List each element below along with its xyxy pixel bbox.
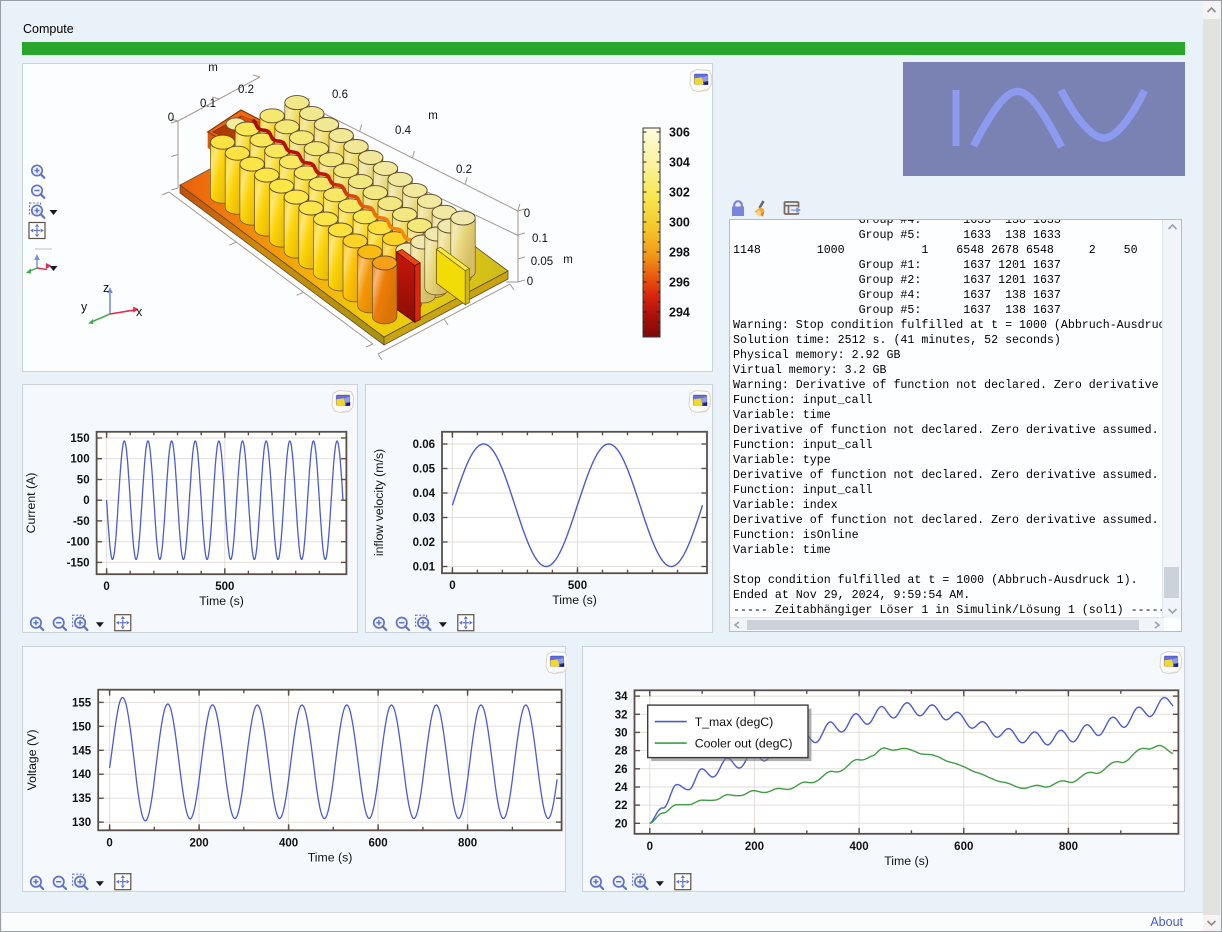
svg-text:Cooler out (degC): Cooler out (degC) bbox=[695, 737, 793, 751]
svg-text:z: z bbox=[103, 281, 109, 295]
svg-text:400: 400 bbox=[850, 841, 869, 853]
svg-text:150: 150 bbox=[70, 433, 89, 445]
svg-text:-150: -150 bbox=[67, 557, 90, 569]
svg-text:100: 100 bbox=[70, 454, 89, 466]
svg-text:0: 0 bbox=[647, 841, 653, 853]
svg-text:0: 0 bbox=[449, 580, 455, 592]
svg-text:0.05: 0.05 bbox=[413, 464, 436, 476]
svg-text:200: 200 bbox=[190, 837, 209, 849]
svg-text:Time (s): Time (s) bbox=[552, 593, 597, 607]
svg-text:32: 32 bbox=[615, 709, 628, 721]
svg-text:500: 500 bbox=[215, 581, 234, 593]
svg-text:0.1: 0.1 bbox=[200, 98, 216, 110]
svg-text:y: y bbox=[81, 300, 88, 314]
svg-text:0.02: 0.02 bbox=[413, 537, 435, 549]
svg-text:Time (s): Time (s) bbox=[884, 854, 929, 868]
svg-text:600: 600 bbox=[954, 841, 973, 853]
svg-text:0.03: 0.03 bbox=[413, 513, 435, 525]
svg-text:0.6: 0.6 bbox=[332, 89, 348, 101]
svg-text:0: 0 bbox=[524, 208, 530, 220]
svg-text:30: 30 bbox=[615, 727, 628, 739]
svg-text:200: 200 bbox=[745, 841, 764, 853]
svg-text:20: 20 bbox=[615, 818, 628, 830]
svg-text:0.4: 0.4 bbox=[395, 125, 412, 137]
svg-text:-100: -100 bbox=[67, 537, 90, 549]
svg-text:28: 28 bbox=[615, 746, 628, 758]
svg-text:inflow velocity (m/s): inflow velocity (m/s) bbox=[372, 449, 386, 556]
svg-text:0.2: 0.2 bbox=[238, 84, 254, 96]
svg-text:m: m bbox=[563, 254, 573, 266]
svg-text:800: 800 bbox=[458, 837, 477, 849]
svg-text:500: 500 bbox=[568, 580, 587, 592]
svg-text:Time (s): Time (s) bbox=[199, 594, 244, 608]
svg-text:0: 0 bbox=[103, 581, 109, 593]
svg-text:Current (A): Current (A) bbox=[24, 473, 38, 534]
svg-text:600: 600 bbox=[369, 837, 388, 849]
svg-text:-50: -50 bbox=[73, 516, 90, 528]
svg-text:50: 50 bbox=[77, 474, 90, 486]
svg-text:135: 135 bbox=[72, 793, 92, 805]
svg-text:800: 800 bbox=[1059, 841, 1078, 853]
svg-text:Time (s): Time (s) bbox=[308, 850, 353, 864]
svg-text:0.06: 0.06 bbox=[413, 439, 435, 451]
svg-text:304: 304 bbox=[669, 156, 690, 170]
svg-text:298: 298 bbox=[669, 246, 690, 260]
svg-text:0.1: 0.1 bbox=[532, 233, 548, 245]
svg-text:0.04: 0.04 bbox=[413, 488, 436, 500]
svg-text:Voltage (V): Voltage (V) bbox=[25, 730, 39, 791]
svg-text:0.2: 0.2 bbox=[456, 164, 472, 176]
svg-text:T_max (degC): T_max (degC) bbox=[695, 715, 774, 729]
svg-text:0: 0 bbox=[83, 495, 89, 507]
svg-text:155: 155 bbox=[72, 697, 92, 709]
svg-text:145: 145 bbox=[72, 745, 92, 757]
svg-text:26: 26 bbox=[615, 764, 628, 776]
svg-text:130: 130 bbox=[72, 817, 91, 829]
svg-text:0: 0 bbox=[168, 112, 174, 124]
svg-text:m: m bbox=[428, 110, 438, 122]
svg-text:400: 400 bbox=[279, 837, 298, 849]
svg-text:294: 294 bbox=[669, 306, 690, 320]
svg-text:0: 0 bbox=[527, 276, 533, 288]
svg-text:34: 34 bbox=[615, 691, 628, 703]
svg-text:0.05: 0.05 bbox=[531, 256, 553, 268]
svg-text:300: 300 bbox=[669, 216, 690, 230]
svg-text:296: 296 bbox=[669, 276, 690, 290]
svg-text:0: 0 bbox=[106, 837, 112, 849]
svg-text:0.01: 0.01 bbox=[413, 562, 436, 574]
svg-text:m: m bbox=[208, 64, 218, 74]
svg-text:302: 302 bbox=[669, 186, 690, 200]
svg-text:24: 24 bbox=[615, 782, 628, 794]
svg-text:22: 22 bbox=[615, 800, 628, 812]
svg-text:150: 150 bbox=[72, 721, 91, 733]
svg-text:x: x bbox=[136, 305, 143, 319]
svg-text:140: 140 bbox=[72, 769, 91, 781]
svg-text:306: 306 bbox=[669, 126, 690, 140]
